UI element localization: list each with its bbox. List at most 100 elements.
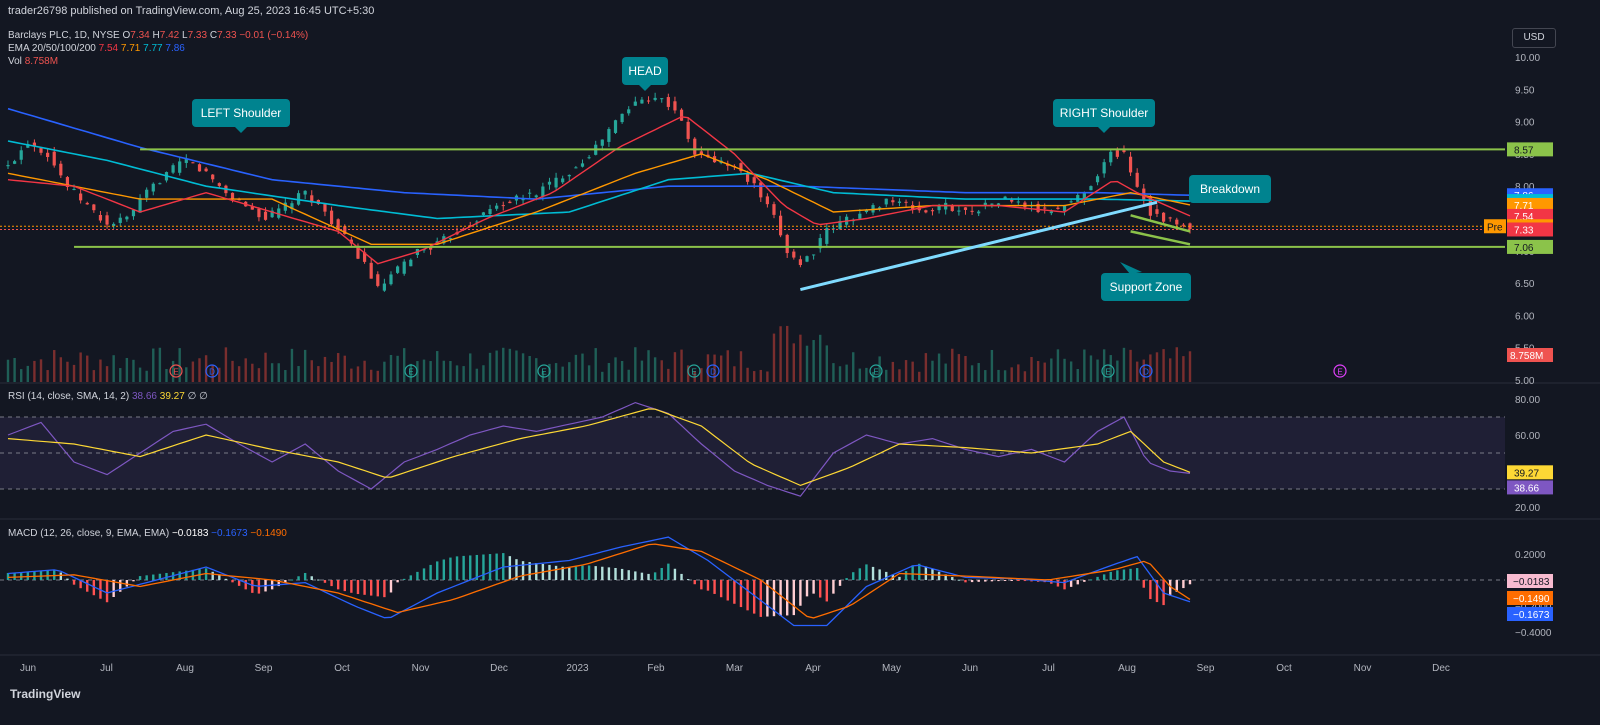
candle-body [26,144,30,148]
macd-histogram-bar [1017,580,1020,581]
macd-histogram-bar [964,580,967,583]
candle-body [613,120,618,133]
candle-body [277,208,281,218]
volume-bar [369,369,373,382]
candle-body [508,201,512,204]
macd-histogram-bar [138,576,142,580]
macd-histogram-bar [284,580,287,583]
volume-bar [455,365,459,382]
volume-bar [257,368,261,382]
volume-bar [726,350,729,382]
currency-button[interactable]: USD [1512,28,1556,48]
volume-bar [746,367,749,382]
macd-histogram-bar [416,571,419,580]
macd-histogram-bar [1168,580,1172,596]
event-marker [1333,364,1347,378]
candle-body [343,226,347,235]
macd-histogram-bar [535,563,538,580]
candle-body [184,158,188,163]
price-tick-label: 9.50 [1515,85,1535,96]
volume-bar [521,353,525,382]
macd-histogram-bar [389,580,393,593]
volume-bar [277,363,280,382]
candle-body [257,208,261,218]
macd-histogram-bar [634,571,637,580]
candle-body [686,121,690,139]
macd-histogram-bar [706,580,710,591]
candle-body [283,202,287,211]
macd-histogram-bar [1003,580,1007,581]
macd-histogram-bar [548,564,551,580]
volume-bar [620,360,624,382]
event-marker-label: E [1105,368,1110,377]
candle-body [1003,196,1007,199]
ema-legend: EMA 20/50/100/200 7.54 7.71 7.77 7.86 [8,42,185,55]
volume-bar [72,364,76,382]
macd-histogram-bar [581,565,584,580]
candle-body [270,210,274,218]
x-axis-label: Nov [1354,663,1372,674]
candle-body [125,216,129,220]
volume-bar [1096,359,1099,382]
candle-body [673,101,677,111]
volume-bar [376,370,379,382]
price-badge-label: 7.33 [1514,225,1534,236]
volume-bar [1043,362,1046,382]
candle-body [528,192,532,194]
candle-body [1056,207,1060,209]
candle-body [495,205,499,209]
volume-bar [1182,356,1185,382]
candle-body [1082,192,1086,201]
volume-bar [937,353,941,382]
volume-bar [759,369,762,382]
volume-bar [799,334,802,382]
macd-histogram-bar [26,571,30,580]
volume-bar [336,353,340,382]
volume-bar [1089,355,1093,382]
macd-histogram-bar [1142,580,1145,588]
macd-histogram-bar [594,566,597,580]
candle-body [660,98,664,100]
candle-body [937,205,941,211]
volume-bar [1149,354,1152,382]
volume-bar [911,361,914,382]
candle-body [871,205,875,213]
close-value: 7.33 [217,30,237,41]
volume-bar [297,366,300,382]
volume-bar [152,348,155,382]
candle-body [977,211,981,214]
volume-badge-label: 8.758M [1510,351,1543,362]
macd-histogram-bar [990,580,994,582]
macd-histogram-bar [977,580,980,582]
rsi-legend: RSI (14, close, SMA, 14, 2) 38.66 39.27 … [8,390,208,403]
ema-label: EMA 20/50/100/200 [8,43,96,54]
candle-body [679,109,684,121]
open-value: 7.34 [130,30,150,41]
macd-histogram-bar [455,556,459,580]
candle-body [838,220,842,230]
candle-body [488,209,492,215]
candle-body [290,203,294,210]
candle-body [131,209,136,217]
candle-body [798,259,803,265]
candle-body [1115,150,1119,157]
macd-histogram-bar [1096,576,1099,580]
high-value: 7.42 [159,30,180,41]
volume-legend: Vol 8.758M [8,55,58,68]
macd-signal-value: −0.1490 [250,528,287,539]
volume-bar [951,348,954,382]
macd-histogram-bar [369,580,373,596]
candle-body [158,183,162,185]
macd-histogram-bar [1175,580,1178,592]
x-axis-label: Oct [334,663,350,674]
macd-histogram-bar [429,564,432,580]
volume-bar [1122,347,1126,382]
candle-body [1175,219,1179,225]
head-callout [622,57,668,85]
candle-body [197,164,202,172]
macd-histogram-bar [475,554,479,580]
macd-badge [1507,607,1553,621]
volume-bar [766,371,769,382]
candle-body [1102,162,1106,174]
chart-canvas[interactable]: 10.009.509.008.508.007.507.006.506.005.5… [0,0,1600,684]
